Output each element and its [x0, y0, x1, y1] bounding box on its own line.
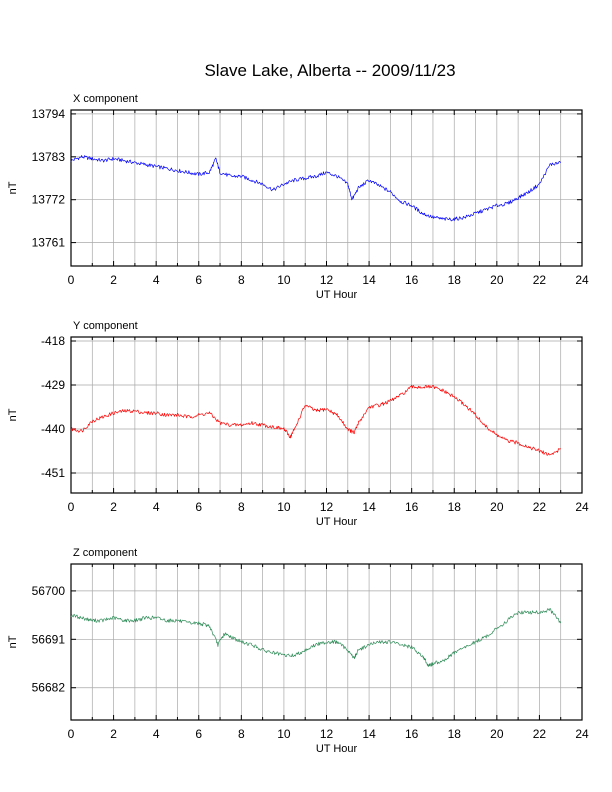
x-tick-label: 12 — [320, 273, 334, 287]
y-tick-label: 13783 — [32, 150, 66, 164]
y-tick-label: 13772 — [32, 193, 66, 207]
x-tick-label: 6 — [195, 273, 202, 287]
x-tick-label: 14 — [362, 500, 376, 514]
x-tick-label: 2 — [110, 727, 117, 741]
x-tick-label: 0 — [68, 273, 75, 287]
x-tick-label: 20 — [490, 500, 504, 514]
x-tick-label: 14 — [362, 273, 376, 287]
y-axis-title: nT — [7, 408, 19, 421]
panel-1: 0 2 4 6 8 10 12 14 16 18 20 22 241376113772137831379… — [7, 93, 589, 301]
panel-label: X component — [73, 93, 138, 105]
y-tick-label: -451 — [41, 466, 65, 480]
x-tick-label: 8 — [238, 273, 245, 287]
x-tick-label: 16 — [405, 727, 419, 741]
x-tick-label: 22 — [533, 500, 547, 514]
y-axis-title: nT — [7, 181, 19, 194]
x-tick-label: 2 — [110, 500, 117, 514]
x-tick-label: 14 — [362, 727, 376, 741]
y-tick-label: 56691 — [32, 632, 66, 646]
x-tick-label: 4 — [153, 500, 160, 514]
x-tick-label: 4 — [153, 727, 160, 741]
panel-label: Y component — [73, 320, 138, 332]
y-tick-label: 56682 — [32, 681, 66, 695]
panel-label: Z component — [73, 547, 137, 559]
y-tick-label: 13761 — [32, 236, 66, 250]
series-line — [70, 607, 562, 667]
x-tick-label: 24 — [575, 727, 589, 741]
x-tick-label: 24 — [575, 500, 589, 514]
x-tick-label: 4 — [153, 273, 160, 287]
chart-title: Slave Lake, Alberta -- 2009/11/23 — [204, 61, 455, 80]
y-axis-title: nT — [7, 635, 19, 648]
x-tick-label: 20 — [490, 727, 504, 741]
series-line — [70, 155, 561, 222]
x-axis-title: UT Hour — [316, 743, 358, 755]
x-tick-label: 0 — [68, 500, 75, 514]
x-tick-label: 6 — [195, 500, 202, 514]
x-tick-label: 8 — [238, 500, 245, 514]
x-tick-label: 18 — [448, 500, 462, 514]
y-tick-label: 13794 — [32, 107, 66, 121]
x-tick-label: 8 — [238, 727, 245, 741]
x-tick-label: 0 — [68, 727, 75, 741]
x-tick-label: 24 — [575, 273, 589, 287]
x-tick-label: 2 — [110, 273, 117, 287]
x-tick-label: 12 — [320, 727, 334, 741]
x-axis-title: UT Hour — [316, 289, 358, 301]
x-tick-label: 12 — [320, 500, 334, 514]
x-tick-label: 22 — [533, 727, 547, 741]
y-tick-label: -429 — [41, 378, 65, 392]
x-axis-title: UT Hour — [316, 516, 358, 528]
x-tick-label: 22 — [533, 273, 547, 287]
x-tick-label: 16 — [405, 273, 419, 287]
x-tick-label: 10 — [277, 273, 291, 287]
x-tick-label: 10 — [277, 727, 291, 741]
series-line — [70, 384, 561, 456]
y-tick-label: -440 — [41, 422, 65, 436]
x-tick-label: 18 — [448, 273, 462, 287]
x-tick-label: 16 — [405, 500, 419, 514]
x-tick-label: 18 — [448, 727, 462, 741]
y-tick-label: -418 — [41, 334, 65, 348]
x-tick-label: 20 — [490, 273, 504, 287]
chart-panels: 0 2 4 6 8 10 12 14 16 18 20 22 241376113772137831379… — [7, 93, 589, 755]
y-tick-label: 56700 — [32, 584, 66, 598]
x-tick-label: 6 — [195, 727, 202, 741]
x-tick-label: 10 — [277, 500, 291, 514]
